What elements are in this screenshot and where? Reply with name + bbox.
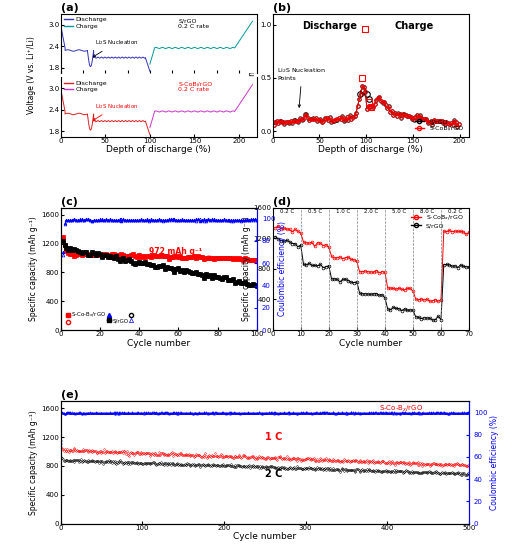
- Text: S/rGO
0.2 C rate: S/rGO 0.2 C rate: [179, 18, 210, 29]
- Text: 0.2 C: 0.2 C: [448, 209, 462, 214]
- Y-axis label: Specific capacity (mAh g⁻¹): Specific capacity (mAh g⁻¹): [30, 216, 38, 321]
- Text: S-Co-B$_x$/rGO: S-Co-B$_x$/rGO: [379, 404, 424, 414]
- X-axis label: Cycle number: Cycle number: [127, 339, 190, 348]
- Text: Voltage (V vs. Li⁺/Li): Voltage (V vs. Li⁺/Li): [27, 36, 36, 114]
- Text: (e): (e): [61, 390, 79, 400]
- Text: Charge: Charge: [394, 21, 434, 31]
- Text: 1.0 C: 1.0 C: [336, 209, 350, 214]
- Text: Discharge: Discharge: [302, 21, 357, 31]
- Y-axis label: Internal resistance (10⁻³ Ohm): Internal resistance (10⁻³ Ohm): [248, 17, 257, 134]
- Y-axis label: Specific capacity (mAh g⁻¹): Specific capacity (mAh g⁻¹): [30, 410, 38, 515]
- Text: (c): (c): [61, 197, 77, 207]
- Text: 5.0 C: 5.0 C: [392, 209, 406, 214]
- Text: 2.0 C: 2.0 C: [364, 209, 378, 214]
- X-axis label: Depth of discharge (%): Depth of discharge (%): [318, 145, 423, 154]
- X-axis label: Depth of discharge (%): Depth of discharge (%): [106, 145, 211, 154]
- Legend: S/rGO, S-CoBₗ/rGO: S/rGO, S-CoBₗ/rGO: [412, 116, 466, 133]
- Text: 2 C: 2 C: [265, 469, 282, 479]
- X-axis label: Cycle number: Cycle number: [233, 533, 296, 542]
- Text: 972 mAh g⁻¹: 972 mAh g⁻¹: [149, 248, 243, 262]
- Legend: S-CoB$_x$/rGO, S/rGO: S-CoB$_x$/rGO, S/rGO: [409, 211, 466, 231]
- Text: S-CoBₗ/rGO
0.2 C rate: S-CoBₗ/rGO 0.2 C rate: [179, 82, 213, 92]
- Text: Li$_2$S Nucleation: Li$_2$S Nucleation: [93, 38, 138, 57]
- Text: 1 C: 1 C: [265, 432, 282, 442]
- Text: Li$_2$S Nucleation
Points: Li$_2$S Nucleation Points: [277, 66, 327, 107]
- Text: (a): (a): [61, 3, 79, 13]
- Text: 0.5 C: 0.5 C: [308, 209, 322, 214]
- Legend: Discharge, Charge: Discharge, Charge: [64, 81, 107, 92]
- Text: Li$_2$S Nucleation: Li$_2$S Nucleation: [93, 102, 138, 120]
- Text: 8.0 C: 8.0 C: [420, 209, 434, 214]
- X-axis label: Cycle number: Cycle number: [339, 339, 403, 348]
- Text: 0.2 C: 0.2 C: [279, 209, 294, 214]
- Legend: Discharge, Charge: Discharge, Charge: [64, 17, 107, 29]
- Legend: S-Co-B$_x$/rGO, , , S/rGO, , : S-Co-B$_x$/rGO, , , S/rGO, ,: [63, 309, 137, 327]
- Text: (b): (b): [272, 3, 291, 13]
- Text: (d): (d): [272, 197, 291, 207]
- Y-axis label: Coulombic efficiency (%): Coulombic efficiency (%): [278, 221, 287, 316]
- Y-axis label: Coulombic efficiency (%): Coulombic efficiency (%): [490, 415, 499, 510]
- Y-axis label: Specific capacity (mAh g⁻¹): Specific capacity (mAh g⁻¹): [241, 216, 250, 321]
